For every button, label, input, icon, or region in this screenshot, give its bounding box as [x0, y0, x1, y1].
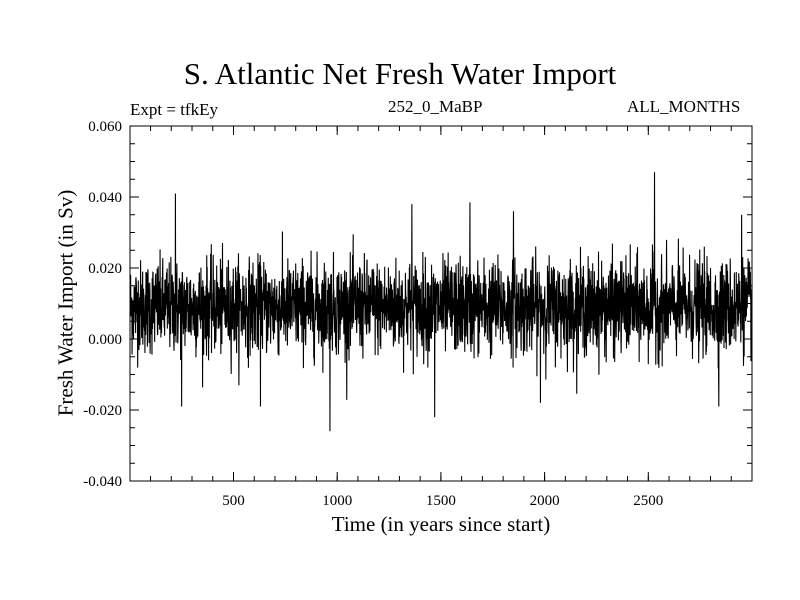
- y-tick-label: 0.000: [88, 332, 122, 348]
- series-layer: [129, 172, 753, 432]
- y-tick-label: 0.040: [88, 190, 122, 206]
- y-tick-label: 0.060: [88, 119, 122, 135]
- x-tick-label: 1500: [426, 493, 456, 509]
- series-line: [129, 172, 753, 432]
- plot-frame: [129, 125, 753, 482]
- months-label: ALL_MONTHS: [627, 97, 741, 116]
- period-label: 252_0_MaBP: [388, 97, 483, 116]
- x-tick-label: 500: [222, 493, 245, 509]
- x-axis-label: Time (in years since start): [331, 512, 551, 536]
- y-tick-label: 0.020: [88, 261, 122, 277]
- experiment-label: Expt = tfkEy: [130, 100, 218, 119]
- chart-title: S. Atlantic Net Fresh Water Import: [183, 56, 617, 91]
- ticks-layer: -0.040 -0.020 0.000 0.020 0.040 0.060 500 1000 1…: [83, 119, 752, 509]
- x-tick-label: 2000: [530, 493, 560, 509]
- x-tick-label: 1000: [322, 493, 352, 509]
- x-tick-label: 2500: [633, 493, 663, 509]
- y-tick-label: -0.020: [83, 403, 122, 419]
- y-tick-label: -0.040: [83, 474, 122, 490]
